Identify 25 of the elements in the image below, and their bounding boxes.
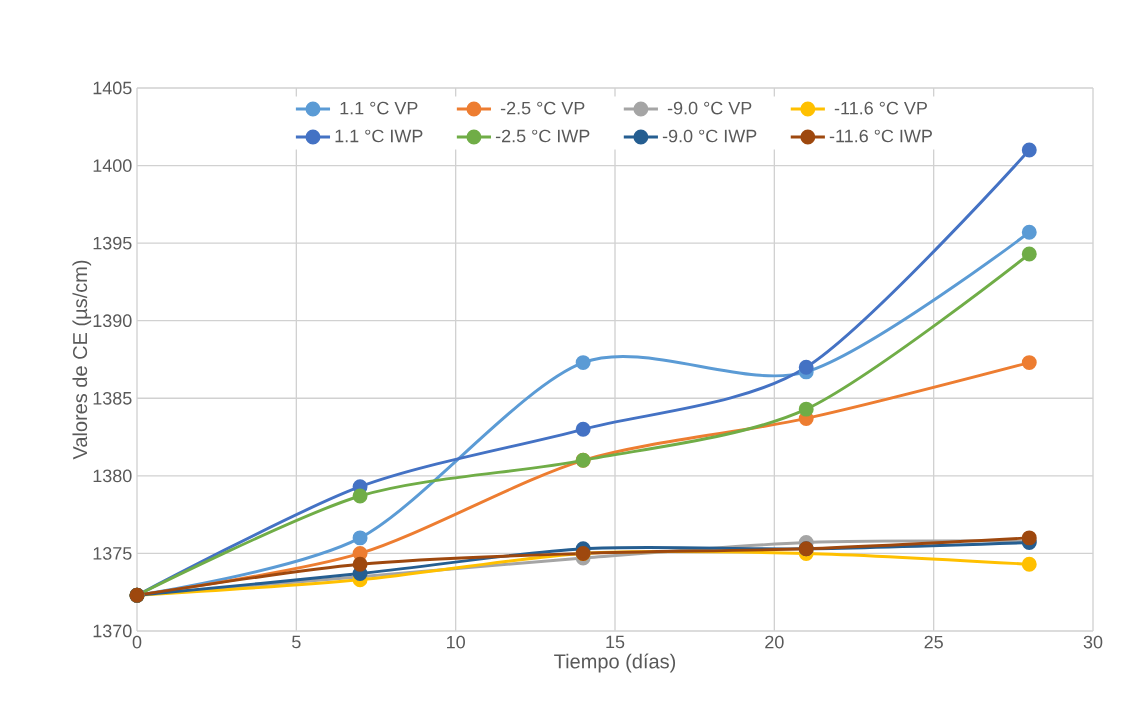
x-tick-label: 30 bbox=[1083, 635, 1103, 649]
y-axis-title: Valores de CE (µs/cm) bbox=[72, 260, 92, 460]
legend-label: -2.5 °C VP bbox=[500, 101, 585, 115]
x-tick-label: 5 bbox=[292, 635, 301, 649]
x-tick-label: 15 bbox=[606, 635, 625, 649]
legend-label: 1.1 °C VP bbox=[340, 101, 418, 115]
x-tick-label: 20 bbox=[765, 635, 784, 649]
y-tick-label: 1405 bbox=[93, 81, 132, 95]
y-tick-label: 1395 bbox=[93, 236, 132, 250]
y-tick-label: 1375 bbox=[93, 547, 132, 560]
x-tick-label: 25 bbox=[924, 635, 943, 649]
legend-label: -11.6 °C VP bbox=[834, 101, 927, 115]
y-tick-label: 1370 bbox=[93, 624, 132, 638]
legend-label: 1.1 °C IWP bbox=[335, 129, 423, 143]
legend-label: -9.0 °C IWP bbox=[662, 129, 757, 143]
y-tick-label: 1385 bbox=[93, 391, 132, 405]
y-tick-label: 1380 bbox=[93, 469, 132, 483]
x-tick-label: 0 bbox=[132, 635, 142, 649]
y-tick-label: 1390 bbox=[93, 314, 132, 328]
legend-label: -11.6 °C IWP bbox=[829, 129, 932, 143]
legend-label: -9.0 °C VP bbox=[667, 101, 752, 115]
y-tick-label: 1400 bbox=[93, 159, 132, 172]
x-axis-title: Tiempo (días) bbox=[554, 653, 676, 673]
legend-label: -2.5 °C IWP bbox=[495, 129, 590, 143]
x-tick-label: 10 bbox=[447, 635, 465, 649]
